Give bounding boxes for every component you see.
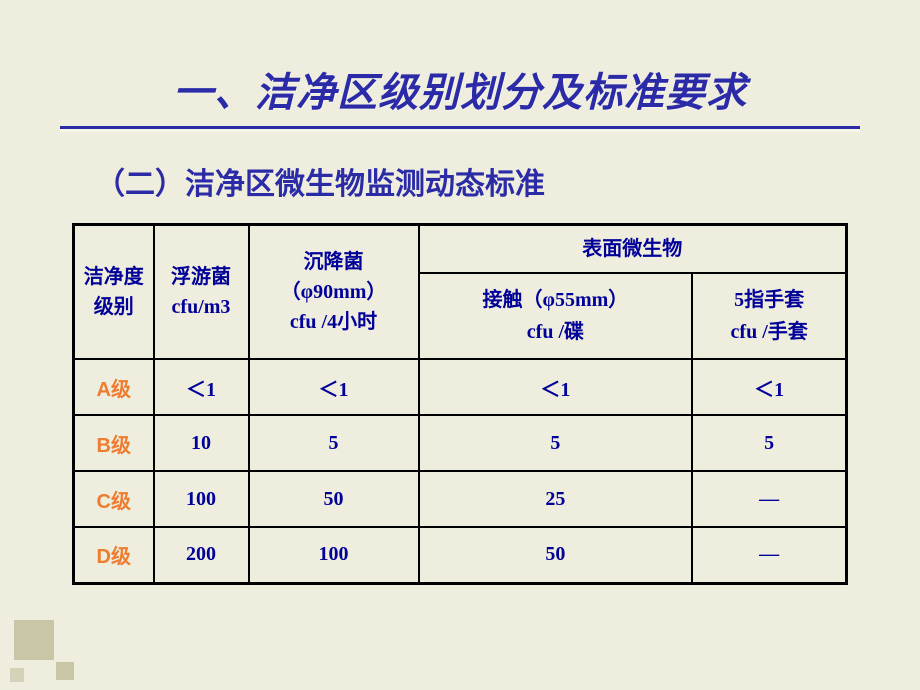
section-subtitle: （二）洁净区微生物监测动态标准 [95,159,920,203]
corner-decoration-icon [10,668,24,682]
header-settling-bot: cfu /4小时 [290,311,377,333]
header-cleanliness: 洁净度级别 [74,225,154,360]
page-title: 一、洁净区级别划分及标准要求 [0,60,920,118]
cell: 200 [154,527,249,583]
header-settling: 沉降菌（φ90mm） cfu /4小时 [249,225,419,360]
slide-container: 一、洁净区级别划分及标准要求 （二）洁净区微生物监测动态标准 洁净度级别 浮游菌… [0,0,920,690]
corner-decoration-icon [14,620,54,660]
header-plankton: 浮游菌cfu/m3 [154,225,249,360]
table-row: B级 10 5 5 5 [74,415,847,471]
header-row-1: 洁净度级别 浮游菌cfu/m3 沉降菌（φ90mm） cfu /4小时 表面微生… [74,225,847,274]
table-row: D级 200 100 50 — [74,527,847,583]
table-container: 洁净度级别 浮游菌cfu/m3 沉降菌（φ90mm） cfu /4小时 表面微生… [72,223,848,585]
cell: — [692,527,846,583]
header-surface: 表面微生物 [419,225,847,274]
cell: 5 [249,415,419,471]
cell: 25 [419,471,693,527]
cell: 100 [249,527,419,583]
cell: — [692,471,846,527]
cell: 100 [154,471,249,527]
cell: 5 [419,415,693,471]
table-row: A级 ＜1 ＜1 ＜1 ＜1 [74,359,847,415]
row-label-b: B级 [74,415,154,471]
cell: ＜1 [249,359,419,415]
cell: 50 [249,471,419,527]
cell: 5 [692,415,846,471]
row-label-a: A级 [74,359,154,415]
cell: ＜1 [419,359,693,415]
header-glove: 5指手套cfu /手套 [692,273,846,359]
row-label-c: C级 [74,471,154,527]
row-label-d: D级 [74,527,154,583]
cell: 50 [419,527,693,583]
cell: ＜1 [692,359,846,415]
header-settling-top: 沉降菌（φ90mm） [281,251,387,303]
corner-decoration-icon [56,662,74,680]
title-underline [60,126,860,129]
cell: 10 [154,415,249,471]
standards-table: 洁净度级别 浮游菌cfu/m3 沉降菌（φ90mm） cfu /4小时 表面微生… [72,223,848,585]
cell: ＜1 [154,359,249,415]
header-contact: 接触（φ55mm）cfu /碟 [419,273,693,359]
table-row: C级 100 50 25 — [74,471,847,527]
